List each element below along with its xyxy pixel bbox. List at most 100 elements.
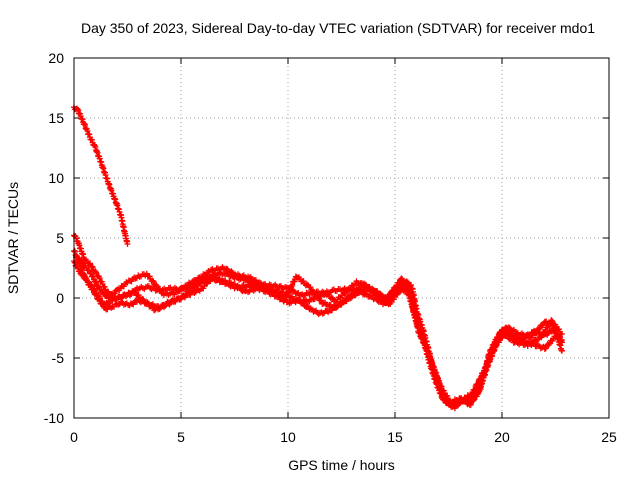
- data-point: [124, 241, 131, 247]
- data-point: [406, 291, 413, 298]
- data-point: [539, 344, 546, 351]
- x-axis-label: GPS time / hours: [288, 457, 395, 473]
- data-point: [361, 282, 368, 289]
- series-track-C: [73, 254, 565, 407]
- data-point: [549, 318, 556, 325]
- data-point: [88, 282, 95, 289]
- data-point: [204, 280, 211, 287]
- data-point: [281, 296, 288, 303]
- data-point: [88, 136, 95, 143]
- data-point: [536, 325, 543, 332]
- data-point: [307, 284, 314, 291]
- data-point: [535, 342, 542, 349]
- x-tick-label: 20: [494, 429, 510, 445]
- data-point: [99, 298, 106, 305]
- data-point: [532, 330, 539, 337]
- data-point: [92, 278, 99, 285]
- data-point: [342, 289, 349, 296]
- data-point: [87, 281, 94, 288]
- data-point: [315, 294, 322, 301]
- data-point: [148, 286, 155, 293]
- data-point: [311, 289, 318, 296]
- data-point: [505, 324, 512, 331]
- data-point: [366, 293, 373, 300]
- data-point: [319, 310, 326, 317]
- data-point: [300, 300, 307, 307]
- data-point: [195, 287, 202, 294]
- data-point: [377, 290, 384, 297]
- data-point: [149, 277, 156, 284]
- y-tick-label: -5: [52, 350, 65, 366]
- data-point: [386, 293, 393, 300]
- data-point: [286, 287, 293, 294]
- data-point: [289, 282, 296, 289]
- data-point: [283, 293, 290, 300]
- plot-frame: [73, 57, 610, 419]
- data-point: [385, 294, 392, 301]
- series-track-A: [71, 232, 565, 412]
- y-tick-label: 0: [56, 290, 64, 306]
- data-point: [91, 142, 98, 149]
- data-point: [533, 337, 540, 344]
- data-point: [399, 276, 406, 283]
- data-point: [309, 295, 316, 302]
- data-point: [356, 281, 363, 288]
- y-tick-label: 15: [48, 110, 64, 126]
- data-point: [471, 396, 478, 403]
- y-tick-label: -10: [44, 410, 64, 426]
- data-point: [122, 292, 129, 299]
- data-point: [539, 332, 546, 339]
- data-point: [370, 296, 377, 303]
- data-point: [96, 275, 103, 282]
- data-point: [79, 271, 86, 278]
- data-point: [89, 264, 96, 271]
- data-point: [285, 288, 292, 295]
- data-point: [341, 290, 348, 297]
- data-point: [179, 285, 186, 292]
- data-point: [558, 331, 565, 337]
- data-point: [108, 304, 115, 311]
- data-point: [86, 267, 93, 274]
- data-point: [471, 386, 478, 393]
- y-tick-label: 10: [48, 170, 64, 186]
- data-point: [93, 279, 100, 286]
- y-tick-label: 20: [48, 50, 64, 66]
- data-point: [126, 290, 133, 297]
- data-point: [310, 308, 317, 315]
- data-point: [80, 272, 87, 279]
- data-point: [87, 260, 94, 267]
- data-point: [467, 401, 474, 408]
- data-point: [333, 304, 340, 311]
- series-track-D: [71, 258, 565, 410]
- data-point: [256, 279, 263, 286]
- data-point: [325, 291, 332, 298]
- data-series: [71, 104, 565, 412]
- data-point: [133, 275, 140, 282]
- data-point: [393, 291, 400, 298]
- data-point: [93, 269, 100, 276]
- axis-ticks: 0 5 10 15 20 25 -10 -5 0 5 10 15 20: [44, 50, 617, 445]
- data-point: [542, 345, 549, 352]
- data-point: [178, 295, 184, 302]
- y-axis-label: SDTVAR / TECUs: [5, 182, 21, 294]
- data-point: [318, 297, 325, 304]
- data-point: [79, 259, 86, 266]
- data-point: [140, 296, 147, 303]
- data-point: [470, 397, 477, 404]
- data-point: [535, 326, 542, 333]
- data-point: [328, 294, 335, 301]
- data-point: [190, 285, 197, 292]
- data-point: [454, 399, 461, 406]
- data-point: [101, 283, 108, 290]
- data-point: [544, 324, 551, 331]
- chart-grid: [74, 58, 609, 418]
- data-point: [116, 293, 123, 300]
- y-tick-label: 5: [56, 230, 64, 246]
- data-point: [146, 273, 153, 280]
- data-point: [96, 295, 103, 302]
- data-point: [150, 278, 157, 285]
- data-point: [269, 290, 276, 297]
- data-point: [105, 288, 112, 295]
- data-point: [71, 259, 78, 266]
